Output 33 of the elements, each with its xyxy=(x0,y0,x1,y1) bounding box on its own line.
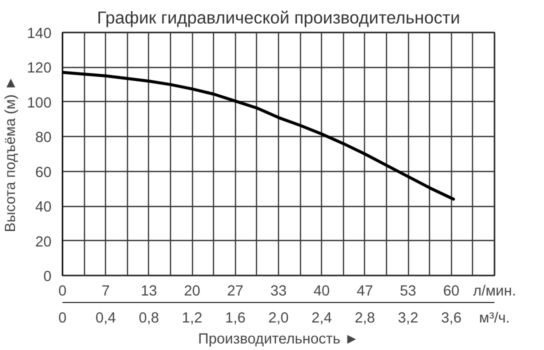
y-tick-label: 80 xyxy=(35,130,52,146)
y-tick-label: 0 xyxy=(43,269,52,285)
x-tick-label: 0 xyxy=(58,310,67,326)
text: л/мин. xyxy=(472,284,516,300)
x2-tick-label: 27 xyxy=(227,284,244,300)
text: м³/ч. xyxy=(479,310,510,326)
y-tick-label: 120 xyxy=(27,60,52,77)
y-tick-label: 140 xyxy=(27,26,52,42)
x-tick-label: 0,8 xyxy=(138,310,160,326)
y-tick-label: 20 xyxy=(35,234,52,250)
x-tick-label: 2,4 xyxy=(312,310,332,326)
x-tick-label: 1,6 xyxy=(225,310,246,326)
x2-tick-label: 20 xyxy=(184,284,200,300)
x2-tick-label: 40 xyxy=(314,284,330,300)
y-axis-title: Высота подъёма (м) ► xyxy=(3,76,20,232)
chart-title: График гидравлической производительности xyxy=(97,8,460,28)
y-tick-label: 40 xyxy=(35,200,52,216)
x-axis-title: Производительность ► xyxy=(198,332,359,348)
x-tick-label: 2,0 xyxy=(268,310,289,326)
y-tick-label: 100 xyxy=(27,95,52,112)
x2-tick-label: 0 xyxy=(58,284,67,300)
x-tick-label: 3,2 xyxy=(398,310,418,326)
x-tick-label: 3,6 xyxy=(441,310,462,326)
x2-tick-label: 13 xyxy=(140,284,158,300)
x-tick-label: 2,8 xyxy=(354,310,376,326)
x2-tick-label: 47 xyxy=(356,284,374,300)
x2-tick-label: 7 xyxy=(102,284,110,300)
x2-tick-label: 33 xyxy=(270,284,287,300)
y-tick-label: 60 xyxy=(35,164,52,181)
x-tick-label: 1,2 xyxy=(182,310,202,326)
x2-tick-label: 60 xyxy=(443,284,460,300)
x-tick-label: 0,4 xyxy=(96,310,116,326)
x2-tick-label: 53 xyxy=(400,284,416,300)
